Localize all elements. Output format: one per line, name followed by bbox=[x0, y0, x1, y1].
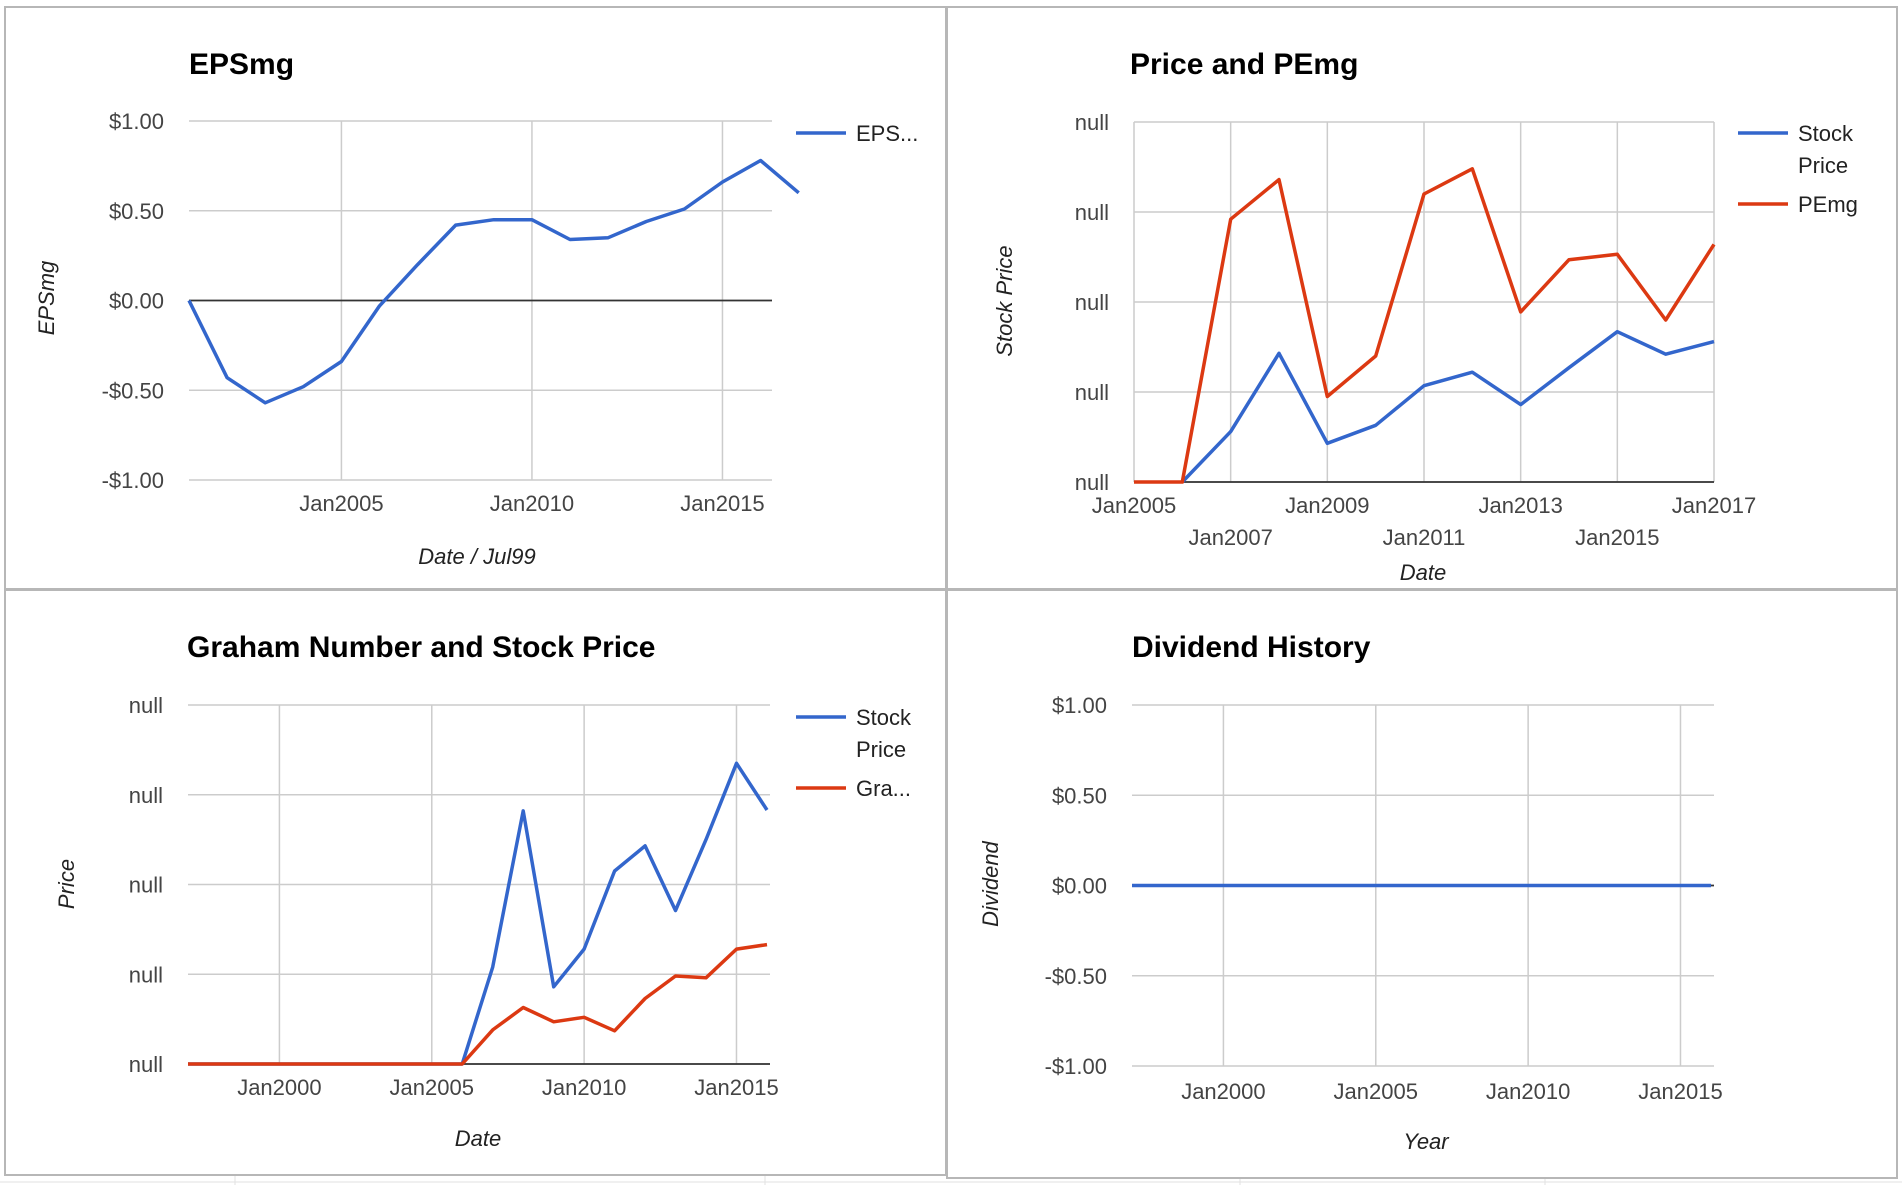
y-tick-label: null bbox=[1075, 380, 1109, 405]
y-tick-label: -$0.50 bbox=[1045, 964, 1107, 989]
x-tick-label: Jan2015 bbox=[694, 1075, 778, 1100]
x-tick-label: Jan2011 bbox=[1383, 525, 1466, 550]
graham-number-chart-svg: Graham Number and Stock Price null null nu… bbox=[54, 631, 912, 1151]
y-tick-label: null bbox=[1075, 110, 1109, 135]
x-axis-label: Date bbox=[455, 1126, 501, 1151]
y-tick-label: null bbox=[129, 873, 163, 898]
x-tick-label: Jan2015 bbox=[1638, 1079, 1722, 1104]
graham-number-chart: Graham Number and Stock Price null null nu… bbox=[4, 589, 947, 1176]
y-tick-label: $0.00 bbox=[109, 289, 164, 314]
legend-label: Price bbox=[856, 737, 906, 762]
x-tick-label: Jan2005 bbox=[1092, 493, 1176, 518]
y-tick-label: $0.50 bbox=[109, 199, 164, 224]
x-axis-label: Date / Jul99 bbox=[418, 544, 535, 569]
x-tick-label: Jan2010 bbox=[490, 491, 574, 516]
x-tick-label: Jan2015 bbox=[1575, 525, 1659, 550]
x-tick-label: Jan2009 bbox=[1285, 493, 1369, 518]
y-tick-label: -$0.50 bbox=[102, 378, 164, 403]
legend-label: Gra... bbox=[856, 776, 911, 801]
legend-label: PEmg bbox=[1798, 192, 1858, 217]
chart-title: EPSmg bbox=[189, 48, 294, 81]
legend-label: Price bbox=[1798, 153, 1848, 178]
x-tick-label: Jan2010 bbox=[1486, 1079, 1570, 1104]
y-tick-label: null bbox=[1075, 290, 1109, 315]
y-axis-label: Stock Price bbox=[992, 245, 1017, 356]
y-tick-label: $0.00 bbox=[1052, 874, 1107, 899]
series-line-1 bbox=[188, 942, 768, 1066]
chart-title: Graham Number and Stock Price bbox=[187, 631, 656, 664]
y-tick-label: null bbox=[129, 693, 163, 718]
price-pemg-chart-svg: Price and PEmg null null null null null Jan2… bbox=[992, 48, 1858, 585]
chart-title: Dividend History bbox=[1132, 631, 1371, 664]
x-tick-label: Jan2010 bbox=[542, 1075, 626, 1100]
x-axis-label: Date bbox=[1400, 560, 1446, 585]
y-axis-label: EPSmg bbox=[34, 260, 59, 335]
y-tick-label: -$1.00 bbox=[102, 468, 164, 493]
y-tick-label: $0.50 bbox=[1052, 783, 1107, 808]
y-tick-label: -$1.00 bbox=[1045, 1054, 1107, 1079]
x-tick-label: Jan2000 bbox=[1181, 1079, 1265, 1104]
x-tick-label: Jan2005 bbox=[1334, 1079, 1418, 1104]
y-tick-label: null bbox=[1075, 200, 1109, 225]
epsmg-chart: EPSmg $1.00 $0.50 $0.00 -$0.50 -$1.00 Jan200… bbox=[4, 6, 947, 590]
price-pemg-chart: Price and PEmg null null null null null Jan2… bbox=[946, 6, 1898, 590]
x-tick-label: Jan2000 bbox=[237, 1075, 321, 1100]
x-axis-label: Year bbox=[1403, 1129, 1450, 1154]
dividend-history-chart: Dividend History $1.00 $0.50 $0.00 -$0.50 -$… bbox=[946, 589, 1898, 1179]
series-line-0 bbox=[187, 158, 800, 405]
x-tick-label: Jan2007 bbox=[1188, 525, 1272, 550]
y-tick-label: null bbox=[129, 783, 163, 808]
y-tick-label: $1.00 bbox=[109, 109, 164, 134]
x-tick-label: Jan2017 bbox=[1672, 493, 1756, 518]
y-axis-label: Dividend bbox=[978, 840, 1003, 926]
legend-label: Stock bbox=[856, 705, 912, 730]
legend-label: Stock bbox=[1798, 121, 1854, 146]
series-line-0 bbox=[1181, 329, 1715, 484]
dividend-history-chart-svg: Dividend History $1.00 $0.50 $0.00 -$0.50 -$… bbox=[978, 631, 1723, 1154]
legend-label: EPS... bbox=[856, 121, 918, 146]
chart-title: Price and PEmg bbox=[1130, 48, 1358, 81]
series-line-0 bbox=[188, 761, 769, 1066]
y-tick-label: $1.00 bbox=[1052, 693, 1107, 718]
x-tick-label: Jan2013 bbox=[1478, 493, 1562, 518]
y-tick-label: null bbox=[1075, 470, 1109, 495]
x-tick-label: Jan2015 bbox=[680, 491, 764, 516]
y-tick-label: null bbox=[129, 1052, 163, 1077]
epsmg-chart-svg: EPSmg $1.00 $0.50 $0.00 -$0.50 -$1.00 Jan200… bbox=[34, 48, 918, 569]
x-tick-label: Jan2005 bbox=[390, 1075, 474, 1100]
x-tick-label: Jan2005 bbox=[299, 491, 383, 516]
y-tick-label: null bbox=[129, 962, 163, 987]
y-axis-label: Price bbox=[54, 859, 79, 909]
series-line-1 bbox=[1134, 167, 1716, 484]
